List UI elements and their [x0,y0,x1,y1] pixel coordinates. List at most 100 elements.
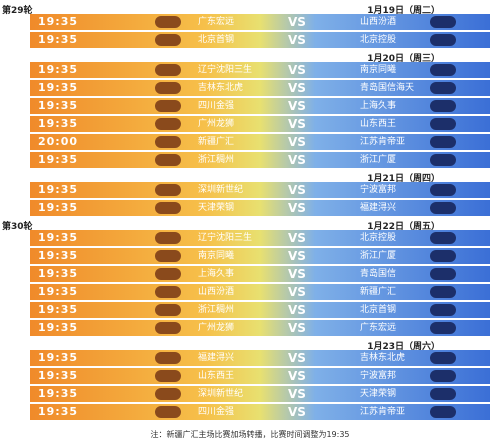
vs-label: VS [288,81,306,95]
vs-label: VS [288,33,306,47]
away-team: 天津荣钢 [360,389,397,399]
team-logo [430,388,456,400]
game-row: 19:35 北京首钢 VS 北京控股 [30,32,490,48]
game-time: 20:00 [38,135,79,148]
game-time: 19:35 [38,267,79,280]
home-team: 浙江稠州 [198,155,235,165]
team-logo [155,352,181,364]
game-row: 19:35 四川金强 VS 江苏肯帝亚 [30,404,490,420]
home-team: 广州龙狮 [198,119,235,129]
game-row: 19:35 福建浔兴 VS 吉林东北虎 [30,350,490,366]
team-logo [430,352,456,364]
home-team: 辽宁沈阳三生 [198,65,253,75]
away-team: 新疆广汇 [360,287,397,297]
game-row: 19:35 浙江稠州 VS 北京首钢 [30,302,490,318]
date-label: 1月20日（周三） [367,54,440,64]
home-team: 四川金强 [198,101,235,111]
team-logo [430,322,456,334]
team-logo [430,82,456,94]
team-logo [430,154,456,166]
game-time: 19:35 [38,33,79,46]
game-time: 19:35 [38,201,79,214]
home-team: 南京同曦 [198,251,235,261]
team-logo [430,118,456,130]
team-logo [430,184,456,196]
home-team: 新疆广汇 [198,137,235,147]
date-label: 1月22日（周五） [367,222,440,232]
game-time: 19:35 [38,351,79,364]
team-logo [155,322,181,334]
away-team: 北京控股 [360,233,397,243]
vs-label: VS [288,231,306,245]
vs-label: VS [288,285,306,299]
game-time: 19:35 [38,369,79,382]
game-row: 19:35 广州龙狮 VS 广东宏远 [30,320,490,336]
team-logo [155,136,181,148]
home-team: 福建浔兴 [198,353,235,363]
team-logo [430,136,456,148]
date-label: 1月21日（周四） [367,174,440,184]
game-time: 19:35 [38,249,79,262]
team-logo [155,34,181,46]
team-logo [155,388,181,400]
vs-label: VS [288,321,306,335]
away-team: 宁波富邦 [360,185,397,195]
vs-label: VS [288,15,306,29]
home-team: 辽宁沈阳三生 [198,233,253,243]
game-row: 19:35 辽宁沈阳三生 VS 南京同曦 [30,62,490,78]
home-team: 广东宏远 [198,17,235,27]
team-logo [155,118,181,130]
home-team: 吉林东北虎 [198,83,244,93]
game-time: 19:35 [38,405,79,418]
team-logo [155,370,181,382]
game-time: 19:35 [38,183,79,196]
game-row: 19:35 山西汾酒 VS 新疆广汇 [30,284,490,300]
vs-label: VS [288,117,306,131]
away-team: 山西汾酒 [360,17,397,27]
game-time: 19:35 [38,99,79,112]
team-logo [430,370,456,382]
team-logo [155,202,181,214]
away-team: 浙江广厦 [360,155,397,165]
away-team: 上海久事 [360,101,397,111]
away-team: 青岛国信 [360,269,397,279]
footnote: 注：新疆广汇主场比赛加场转播，比赛时间调整为19:35 [150,430,350,439]
team-logo [430,268,456,280]
team-logo [430,304,456,316]
round-label: 第30轮 [2,222,33,232]
game-time: 19:35 [38,303,79,316]
team-logo [430,286,456,298]
round-label: 第29轮 [2,6,33,16]
home-team: 浙江稠州 [198,305,235,315]
away-team: 江苏肯帝亚 [360,137,406,147]
game-row: 19:35 南京同曦 VS 浙江广厦 [30,248,490,264]
game-row: 19:35 广州龙狮 VS 山东西王 [30,116,490,132]
game-row: 19:35 山东西王 VS 宁波富邦 [30,368,490,384]
home-team: 四川金强 [198,407,235,417]
away-team: 江苏肯帝亚 [360,407,406,417]
vs-label: VS [288,153,306,167]
team-logo [430,202,456,214]
game-time: 19:35 [38,117,79,130]
away-team: 广东宏远 [360,323,397,333]
away-team: 山东西王 [360,119,397,129]
vs-label: VS [288,303,306,317]
team-logo [155,64,181,76]
date-label: 1月19日（周二） [367,6,440,16]
vs-label: VS [288,249,306,263]
team-logo [155,16,181,28]
home-team: 山西汾酒 [198,287,235,297]
game-row: 19:35 上海久事 VS 青岛国信 [30,266,490,282]
home-team: 天津荣钢 [198,203,235,213]
team-logo [430,16,456,28]
game-time: 19:35 [38,15,79,28]
home-team: 山东西王 [198,371,235,381]
away-team: 浙江广厦 [360,251,397,261]
game-row: 19:35 广东宏远 VS 山西汾酒 [30,14,490,30]
game-time: 19:35 [38,387,79,400]
away-team: 南京同曦 [360,65,397,75]
team-logo [430,232,456,244]
game-time: 19:35 [38,81,79,94]
game-row: 19:35 深圳新世纪 VS 天津荣钢 [30,386,490,402]
